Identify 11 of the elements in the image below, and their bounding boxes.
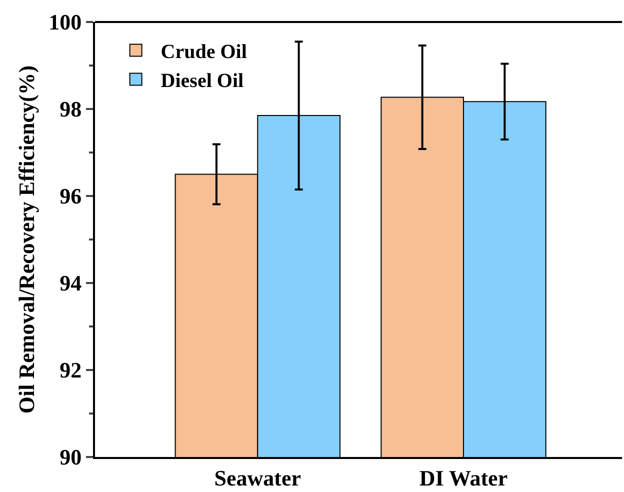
y-axis-title: Oil Removal/Recovery Efficiency(%) (14, 65, 39, 414)
y-tick-label: 94 (60, 270, 82, 296)
legend-label: Diesel Oil (160, 70, 244, 92)
y-tick-label: 98 (60, 96, 82, 122)
y-tick-label: 96 (60, 184, 82, 209)
y-tick-label: 92 (60, 358, 82, 383)
y-tick-label: 100 (48, 10, 82, 35)
y-tick-label: 90 (60, 444, 82, 470)
x-tick-label: Seawater (214, 465, 302, 490)
legend-label: Crude Oil (160, 41, 248, 63)
x-tick-label: DI Water (419, 465, 508, 490)
